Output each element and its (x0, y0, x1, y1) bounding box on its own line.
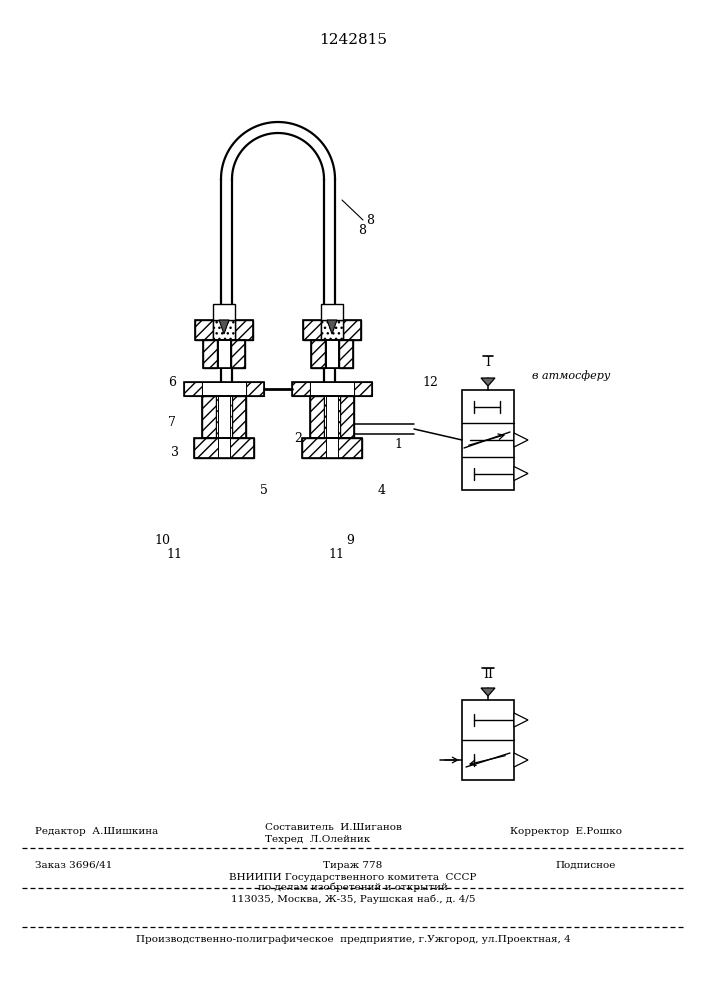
Bar (194, 438, 254, 458)
Bar (203, 340, 245, 368)
Bar (354, 382, 372, 396)
Bar (311, 340, 325, 368)
Text: 10: 10 (154, 534, 170, 546)
Text: 1242815: 1242815 (319, 33, 387, 47)
Text: 12: 12 (422, 375, 438, 388)
Bar (302, 438, 362, 458)
Bar (340, 396, 354, 438)
Text: I: I (486, 356, 491, 368)
Text: 5: 5 (260, 484, 268, 496)
Text: 6: 6 (168, 375, 176, 388)
Text: 1: 1 (394, 438, 402, 452)
Bar (194, 438, 254, 458)
Bar (326, 396, 338, 438)
Text: Заказ 3696/41: Заказ 3696/41 (35, 860, 112, 869)
Bar (321, 304, 343, 320)
Text: Корректор  Е.Рошко: Корректор Е.Рошко (510, 828, 622, 836)
Bar (184, 382, 264, 396)
Text: по делам изобретений и открытий: по делам изобретений и открытий (258, 882, 448, 892)
Polygon shape (514, 466, 528, 481)
Polygon shape (327, 320, 337, 334)
Text: ВНИИПИ Государственного комитета  СССР: ВНИИПИ Государственного комитета СССР (229, 872, 477, 882)
Bar (321, 320, 343, 340)
Bar (324, 396, 340, 438)
Bar (310, 396, 354, 438)
Bar (218, 438, 230, 458)
Bar (343, 320, 361, 340)
Text: 9: 9 (346, 534, 354, 546)
Text: Производственно-полиграфическое  предприятие, г.Ужгород, ул.Проектная, 4: Производственно-полиграфическое предприя… (136, 934, 571, 944)
Bar (302, 438, 362, 458)
Text: 11: 11 (166, 548, 182, 562)
Text: Техред  Л.Олейник: Техред Л.Олейник (265, 836, 370, 844)
Bar (195, 320, 213, 340)
Text: II: II (483, 668, 493, 680)
Text: Тираж 778: Тираж 778 (323, 860, 382, 869)
Bar (292, 382, 372, 396)
Polygon shape (514, 713, 528, 727)
Text: 113035, Москва, Ж-35, Раушская наб., д. 4/5: 113035, Москва, Ж-35, Раушская наб., д. … (230, 894, 475, 904)
Text: Редактор  А.Шишкина: Редактор А.Шишкина (35, 828, 158, 836)
Bar (202, 396, 216, 438)
Bar (216, 396, 232, 438)
Bar (246, 382, 264, 396)
Text: 3: 3 (171, 446, 179, 458)
Text: 8: 8 (366, 214, 374, 227)
Bar (213, 320, 235, 340)
Bar (339, 340, 353, 368)
Polygon shape (481, 378, 495, 386)
Bar (184, 382, 202, 396)
Text: 4: 4 (378, 484, 386, 496)
Bar (311, 340, 353, 368)
Bar (326, 438, 338, 458)
Text: 2: 2 (294, 432, 302, 444)
Text: 11: 11 (328, 548, 344, 562)
Polygon shape (514, 753, 528, 767)
Text: 7: 7 (168, 416, 176, 428)
Text: в атмосферу: в атмосферу (532, 371, 610, 381)
Bar (218, 340, 230, 368)
Text: Подписное: Подписное (555, 860, 615, 869)
Bar (310, 396, 324, 438)
Bar (462, 390, 514, 490)
Bar (202, 382, 246, 396)
Bar (310, 382, 354, 396)
Text: 8: 8 (358, 224, 366, 236)
Bar (303, 320, 321, 340)
Bar (218, 396, 230, 438)
Bar (195, 320, 253, 340)
Bar (203, 340, 217, 368)
Bar (303, 320, 361, 340)
Bar (292, 382, 310, 396)
Bar (235, 320, 253, 340)
Polygon shape (219, 320, 229, 334)
Bar (213, 304, 235, 320)
Bar (231, 340, 245, 368)
Polygon shape (481, 688, 495, 696)
Text: Составитель  И.Шиганов: Составитель И.Шиганов (265, 822, 402, 832)
Bar (232, 396, 246, 438)
Bar (202, 396, 246, 438)
Bar (326, 340, 338, 368)
Bar (462, 700, 514, 780)
Polygon shape (514, 433, 528, 447)
